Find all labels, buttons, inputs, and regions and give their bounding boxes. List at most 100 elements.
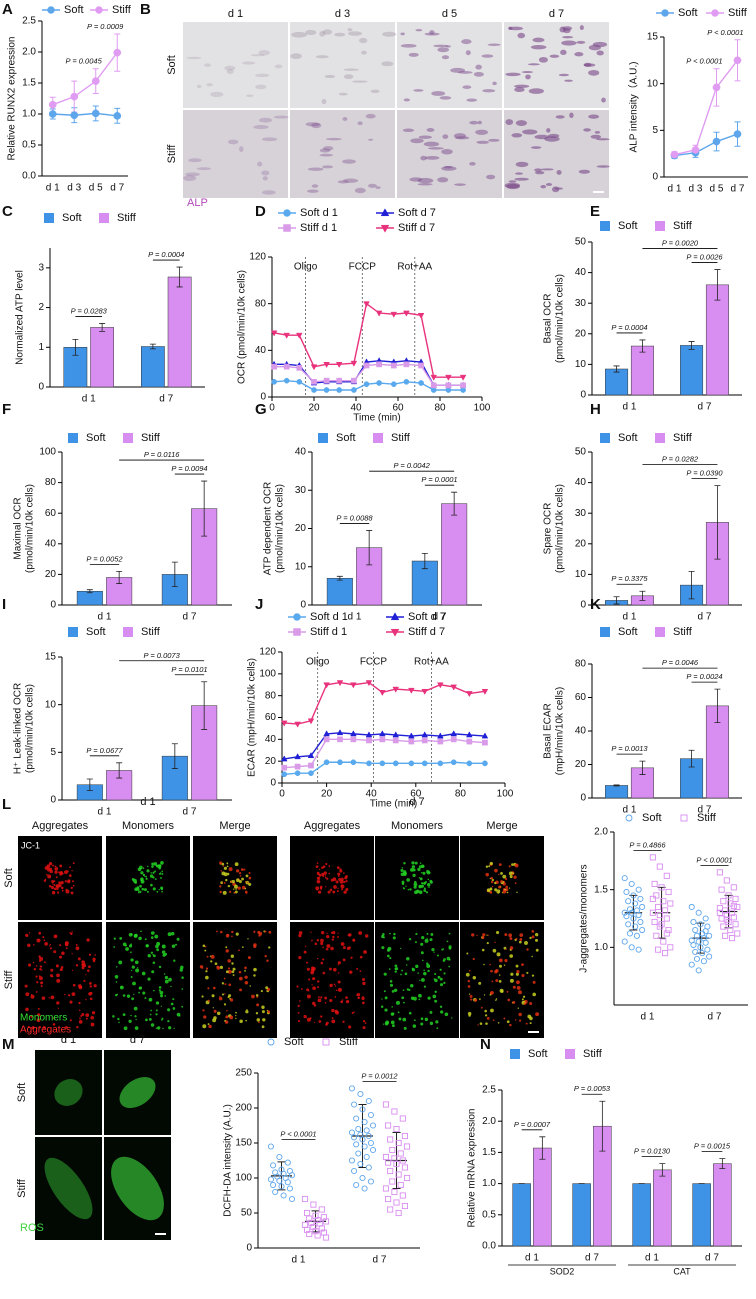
mito (424, 938, 429, 943)
cell (486, 174, 496, 180)
mito (205, 970, 208, 973)
mito (351, 1012, 354, 1015)
data-point (690, 918, 697, 926)
mito (410, 996, 415, 1001)
mito (402, 1001, 405, 1004)
mito (216, 930, 218, 933)
mito (519, 1019, 522, 1022)
legend-marker (95, 6, 103, 14)
data-point (296, 364, 303, 371)
mito (506, 891, 509, 894)
legend-label: Soft (86, 432, 106, 444)
mito (89, 981, 92, 985)
error-bar (613, 596, 620, 605)
mito (90, 1015, 94, 1020)
data-point (48, 110, 57, 118)
data-point (276, 1177, 283, 1184)
cell (186, 56, 202, 60)
mito (113, 937, 116, 940)
data-point (284, 1179, 291, 1186)
data-point (351, 1101, 358, 1108)
mito (418, 877, 421, 879)
mito (382, 932, 385, 936)
y-tick-label: 80 (575, 659, 587, 670)
data-point (312, 1228, 319, 1235)
mito (507, 998, 511, 1002)
mito (400, 947, 402, 950)
data-point (363, 381, 370, 388)
y-tick-label: 250 (235, 1068, 252, 1079)
data-point (382, 1185, 390, 1192)
data-point (397, 1181, 404, 1189)
mito (232, 967, 236, 971)
mito (59, 968, 63, 972)
data-point (716, 909, 723, 916)
cell (522, 129, 538, 135)
mito (261, 1025, 265, 1029)
mito (161, 870, 164, 873)
data-point (628, 909, 635, 916)
cell (534, 168, 542, 172)
mito (148, 1017, 152, 1021)
mito (212, 986, 216, 990)
mito (332, 890, 336, 894)
mito (518, 1012, 522, 1017)
mito (362, 981, 366, 986)
mito (83, 979, 86, 983)
mito (436, 954, 440, 957)
mito (40, 969, 43, 971)
mito (78, 1020, 83, 1024)
mito (391, 989, 395, 993)
data-point (314, 1232, 321, 1239)
mito (135, 968, 140, 973)
mito (466, 952, 469, 955)
mito (232, 974, 235, 976)
data-point (649, 854, 656, 861)
mito (443, 972, 446, 975)
mito (380, 1005, 384, 1009)
y-tick-label: 10 (45, 699, 57, 710)
cell (540, 184, 547, 189)
data-point (322, 1234, 330, 1241)
mito (472, 976, 477, 980)
event-label: Oligo (294, 262, 318, 273)
mito (398, 1017, 402, 1021)
cell (365, 113, 376, 119)
mito (223, 866, 227, 870)
x-tick-label: d 1 (623, 612, 637, 623)
data-point (318, 1225, 325, 1232)
y-tick-label: 15 (45, 652, 57, 663)
bar (533, 1147, 552, 1247)
data-point (366, 760, 372, 767)
data-point (296, 332, 303, 339)
y-tick-label: 50 (575, 237, 587, 248)
group-label: CAT (673, 1266, 691, 1276)
mito (160, 886, 164, 890)
cell (354, 187, 366, 194)
mito (219, 996, 221, 998)
p-value: P = 0.0073 (144, 651, 181, 660)
mito (52, 883, 54, 885)
mito (133, 993, 135, 995)
p-value: P = 0.0116 (144, 450, 180, 459)
micrograph (375, 922, 459, 1038)
error-bar (421, 552, 428, 570)
data-point (437, 738, 444, 745)
mito (506, 1020, 510, 1024)
mito (118, 1021, 120, 1024)
mito (225, 946, 228, 949)
x-tick-label: d 1 (525, 1253, 539, 1264)
mito (224, 993, 226, 995)
panel-letter: N (480, 1036, 491, 1053)
mito (58, 955, 62, 959)
y-tick-label: 80 (265, 690, 277, 701)
mito (253, 944, 257, 949)
mito (150, 1009, 152, 1012)
legend-marker (680, 814, 688, 822)
mito (361, 996, 365, 1001)
mito (264, 930, 267, 933)
mito (331, 1017, 334, 1020)
mito (199, 965, 204, 969)
data-point (725, 892, 732, 899)
